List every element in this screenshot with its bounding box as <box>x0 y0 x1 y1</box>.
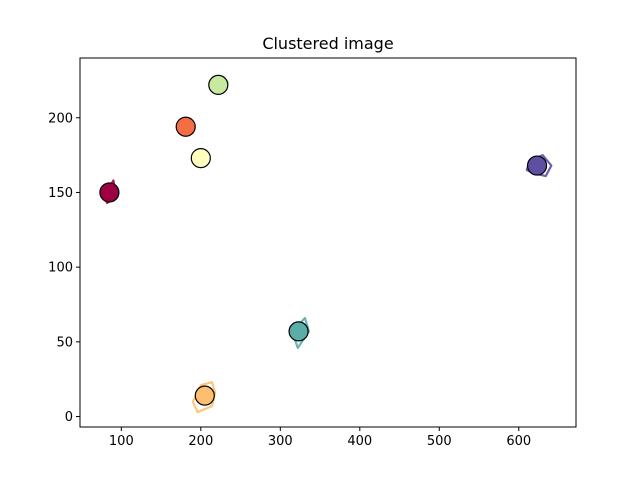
x-axis: 100 200 300 400 500 600 <box>109 427 531 449</box>
axes-frame <box>79 57 577 428</box>
cluster-center-1 <box>99 182 120 203</box>
x-tick-label: 100 <box>109 434 134 449</box>
x-tick-label: 400 <box>347 434 372 449</box>
y-axis: 0 50 100 150 200 <box>48 111 80 425</box>
y-tick-label: 150 <box>48 186 73 201</box>
y-tick-label: 0 <box>65 410 73 425</box>
x-tick-label: 600 <box>506 434 531 449</box>
y-tick-label: 100 <box>48 261 73 276</box>
x-tick-label: 300 <box>268 434 293 449</box>
chart-title: Clustered image <box>262 34 393 53</box>
cluster-center-3 <box>190 147 211 169</box>
cluster-center-6 <box>288 321 309 342</box>
cluster-outline-5 <box>191 381 217 414</box>
x-tick-label: 500 <box>427 434 452 449</box>
y-tick-label: 200 <box>48 111 73 126</box>
cluster-center-7 <box>526 155 548 176</box>
y-tick-label: 50 <box>56 335 73 350</box>
cluster-center-4 <box>208 74 229 95</box>
cluster-center-5 <box>194 385 215 406</box>
cluster-center-2 <box>175 116 196 137</box>
x-tick-label: 200 <box>188 434 213 449</box>
plot-area <box>99 74 553 414</box>
